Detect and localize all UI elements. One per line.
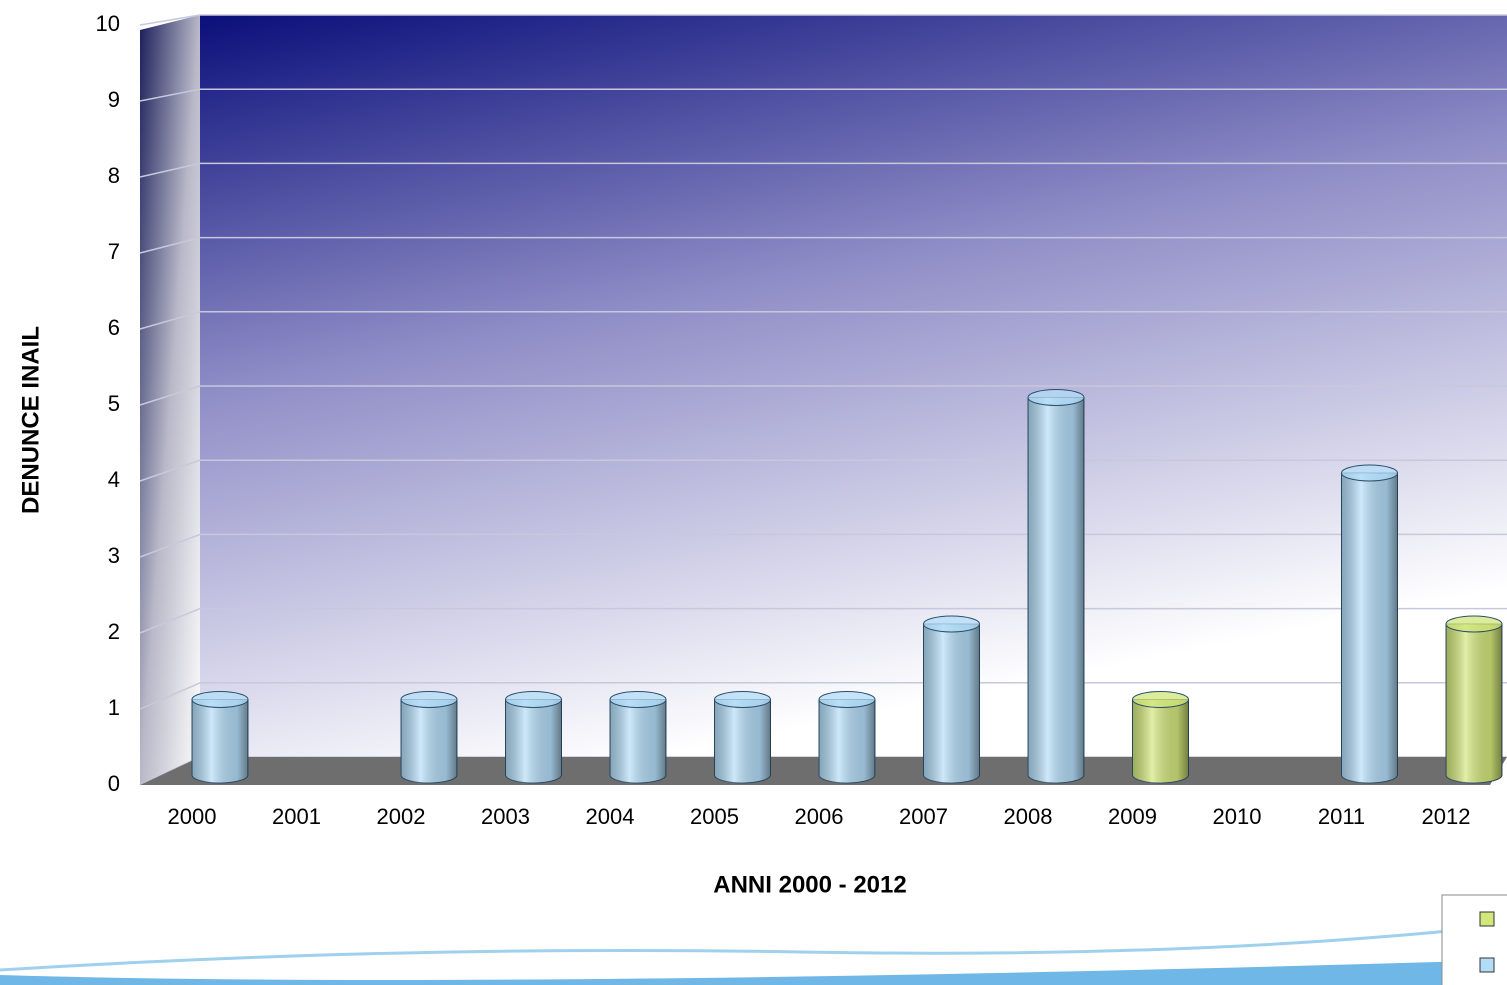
decor-swoosh	[0, 923, 1507, 972]
bar-top	[505, 691, 562, 708]
bar-shade	[923, 624, 980, 783]
bar-top	[1132, 691, 1189, 708]
x-tick-label: 2003	[481, 804, 530, 829]
legend-swatch	[1479, 957, 1495, 973]
y-axis-title: DENUNCE INAIL	[17, 326, 44, 514]
grid-line-side	[139, 682, 201, 710]
grid-line-side	[139, 162, 201, 178]
x-tick-label: 2008	[1004, 804, 1053, 829]
x-tick-label: 2012	[1422, 804, 1471, 829]
legend-swatch	[1479, 911, 1495, 927]
grid-line-side	[139, 14, 201, 26]
bar-top	[191, 691, 249, 708]
x-tick-label: 2002	[377, 804, 426, 829]
bar-top	[1027, 389, 1085, 406]
y-tick-label: 10	[96, 11, 120, 36]
bar-shade	[610, 699, 666, 783]
grid-line-side	[139, 385, 201, 406]
bar-top	[818, 691, 876, 708]
y-tick-label: 1	[108, 695, 120, 720]
y-tick-label: 4	[108, 467, 120, 492]
x-tick-label: 2007	[899, 804, 948, 829]
y-tick-label: 7	[108, 239, 120, 264]
grid-line-side	[139, 311, 201, 330]
grid-line-side	[139, 236, 201, 254]
bar-top	[1445, 615, 1503, 633]
grid-line-side	[139, 459, 201, 482]
side-wall	[140, 15, 200, 785]
y-tick-label: 9	[108, 87, 120, 112]
y-tick-label: 5	[108, 391, 120, 416]
bar-top	[923, 615, 980, 633]
bar-shade	[192, 699, 248, 783]
x-tick-label: 2004	[586, 804, 635, 829]
y-tick-label: 8	[108, 163, 120, 188]
bar-top	[1341, 464, 1398, 482]
x-tick-label: 2006	[795, 804, 844, 829]
grid-line-side	[139, 88, 201, 102]
bar-shade	[1341, 473, 1398, 783]
x-tick-label: 2011	[1318, 804, 1365, 829]
x-tick-label: 2009	[1108, 804, 1157, 829]
x-tick-label: 2005	[690, 804, 739, 829]
x-tick-label: 2010	[1213, 804, 1262, 829]
bar-shade	[505, 699, 562, 783]
bar-shade	[1132, 699, 1189, 783]
bar-shade	[401, 699, 457, 783]
grid-line-side	[139, 607, 201, 634]
y-tick-label: 2	[108, 619, 120, 644]
bar-top	[400, 691, 458, 708]
decor-band	[0, 960, 1507, 985]
x-tick-label: 2000	[168, 804, 217, 829]
bar-top	[609, 691, 667, 708]
y-tick-label: 0	[108, 771, 120, 796]
bar-shade	[819, 699, 875, 783]
y-tick-label: 6	[108, 315, 120, 340]
x-axis-title: ANNI 2000 - 2012	[713, 871, 906, 898]
bar-shade	[1446, 624, 1502, 783]
x-tick-label: 2001	[272, 804, 321, 829]
grid-line-side	[139, 533, 201, 558]
bar-shade	[1028, 397, 1084, 783]
y-tick-label: 3	[108, 543, 120, 568]
bar-shade	[714, 699, 771, 783]
legend	[1441, 894, 1507, 985]
bar-top	[714, 691, 771, 708]
